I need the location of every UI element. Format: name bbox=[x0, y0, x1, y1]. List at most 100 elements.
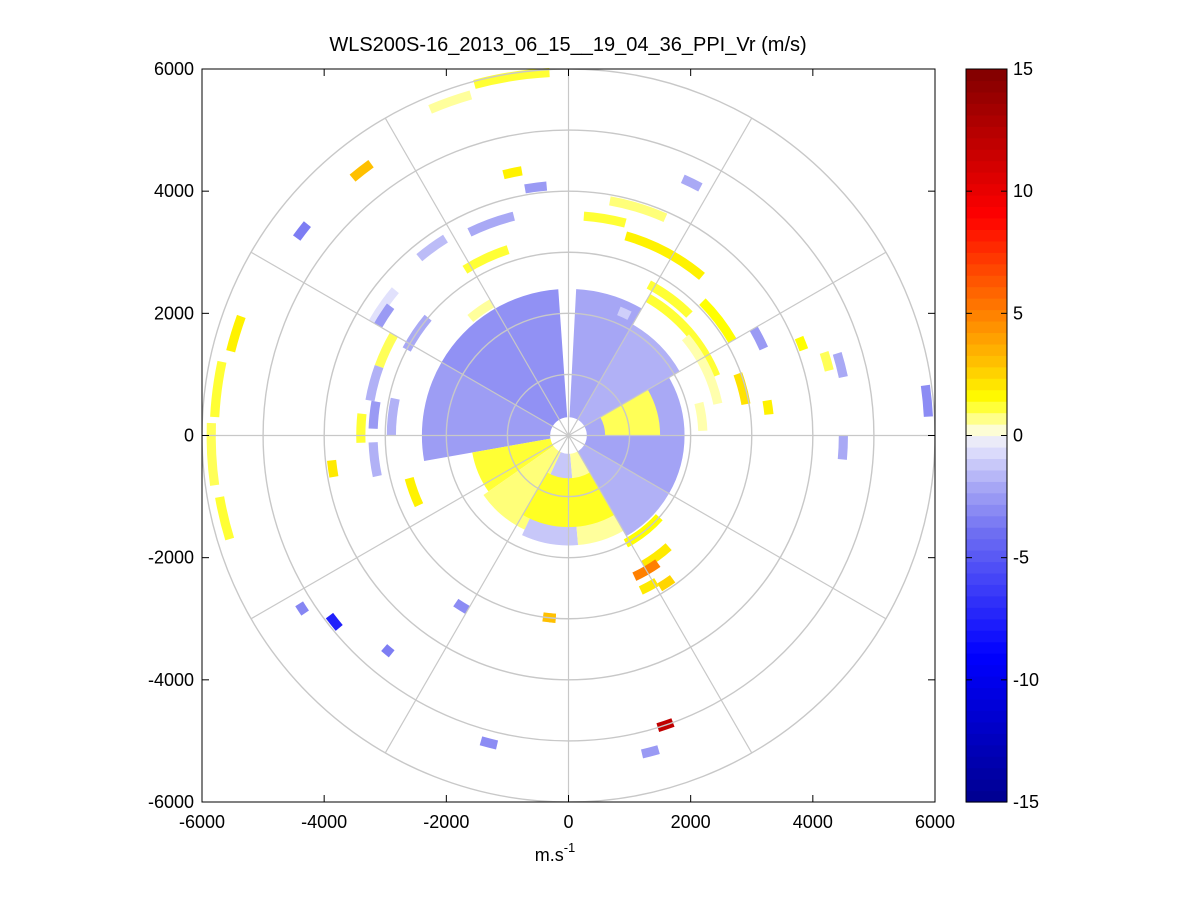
range-gate-cell-9 bbox=[325, 612, 343, 631]
x-tick-label: -4000 bbox=[301, 812, 347, 832]
range-gate-cell-28 bbox=[416, 234, 448, 262]
colorbar-swatch bbox=[966, 172, 1007, 185]
range-gate-cell-32 bbox=[365, 364, 384, 402]
colorbar-swatch bbox=[966, 630, 1007, 643]
range-gate-cell-13 bbox=[640, 745, 660, 759]
range-gate-cell-49 bbox=[646, 280, 693, 318]
colorbar-swatch bbox=[966, 492, 1007, 505]
colorbar-swatch bbox=[966, 607, 1007, 620]
range-gate-cell-45 bbox=[681, 334, 723, 405]
range-gate-cell-26 bbox=[467, 211, 515, 237]
range-gate-cell-36 bbox=[327, 459, 339, 478]
colorbar-swatch bbox=[966, 710, 1007, 723]
range-gate-cell-41 bbox=[641, 543, 672, 570]
azimuth-spoke-4 bbox=[384, 117, 570, 436]
colorbar-swatch bbox=[966, 756, 1007, 769]
colorbar-swatch bbox=[966, 550, 1007, 563]
colorbar-swatch bbox=[966, 343, 1007, 356]
central-sector-9 bbox=[577, 324, 680, 427]
colorbar-swatch bbox=[966, 595, 1007, 608]
colorbar-swatch bbox=[966, 641, 1007, 654]
range-gate-cell-8 bbox=[295, 601, 309, 616]
x-tick-label: 4000 bbox=[793, 812, 833, 832]
range-gate-cell-19 bbox=[749, 326, 768, 351]
colorbar-swatch bbox=[966, 103, 1007, 116]
range-gate-cell-30 bbox=[374, 332, 398, 369]
x-tick-label: -6000 bbox=[179, 812, 225, 832]
colorbar-swatch bbox=[966, 309, 1007, 322]
range-gate-cell-51 bbox=[837, 435, 848, 460]
colorbar-swatch bbox=[966, 676, 1007, 689]
range-gate-cell-23 bbox=[583, 211, 627, 228]
colorbar-swatch bbox=[966, 389, 1007, 402]
x-tick-label: 2000 bbox=[671, 812, 711, 832]
range-gate-cell-24 bbox=[524, 181, 548, 194]
colorbar-swatch bbox=[966, 458, 1007, 471]
colorbar-swatch bbox=[966, 572, 1007, 585]
colorbar-swatch bbox=[966, 355, 1007, 368]
colorbar-swatch bbox=[966, 263, 1007, 276]
azimuth-spoke-11 bbox=[568, 434, 887, 620]
range-gate-cell-18 bbox=[762, 399, 774, 415]
range-gate-cell-52 bbox=[832, 352, 848, 379]
range-gate-cell-39 bbox=[657, 575, 676, 592]
azimuth-spoke-10 bbox=[567, 435, 753, 754]
colorbar-swatch bbox=[966, 527, 1007, 540]
colorbar-swatch bbox=[966, 252, 1007, 265]
central-sector-3 bbox=[483, 446, 561, 530]
colorbar-tick-label: -10 bbox=[1013, 670, 1039, 690]
azimuth-spoke-7 bbox=[250, 434, 569, 620]
colorbar-swatch bbox=[966, 664, 1007, 677]
x-axis-ticks: -6000 -4000 -2000 0 2000 4000 6000 bbox=[179, 69, 955, 832]
azimuth-spoke-1 bbox=[568, 251, 887, 437]
colorbar-swatch bbox=[966, 366, 1007, 379]
range-gate-cell-37 bbox=[453, 598, 471, 615]
central-sector-6 bbox=[577, 444, 670, 537]
y-axis-ticks: -6000 -4000 -2000 0 2000 4000 6000 bbox=[148, 59, 935, 812]
colorbar-swatch bbox=[966, 332, 1007, 345]
colorbar-tick-label: 0 bbox=[1013, 426, 1023, 446]
x-axis-label-base: m.s bbox=[535, 845, 564, 865]
y-tick-label: 6000 bbox=[154, 59, 194, 79]
y-tick-label: -6000 bbox=[148, 792, 194, 812]
range-gate-cell-15 bbox=[920, 384, 933, 417]
colorbar-swatch bbox=[966, 767, 1007, 780]
colorbar-swatch bbox=[966, 378, 1007, 391]
colorbar-swatch bbox=[966, 515, 1007, 528]
colorbar-swatch bbox=[966, 183, 1007, 196]
colorbar-swatch bbox=[966, 126, 1007, 139]
colorbar-swatch bbox=[966, 114, 1007, 127]
colorbar-swatch bbox=[966, 744, 1007, 757]
x-axis-label: m.s-1 bbox=[535, 840, 576, 865]
range-gate-cell-47 bbox=[733, 372, 751, 406]
colorbar-swatch bbox=[966, 435, 1007, 448]
colorbar-swatch bbox=[966, 137, 1007, 150]
central-sector-1 bbox=[421, 362, 553, 461]
colorbar-swatch bbox=[966, 687, 1007, 700]
y-tick-label: -2000 bbox=[148, 548, 194, 568]
chart-title: WLS200S-16_2013_06_15__19_04_36_PPI_Vr (… bbox=[329, 34, 806, 56]
range-gate-cell-20 bbox=[680, 174, 703, 192]
range-gate-cell-50 bbox=[617, 306, 632, 320]
colorbar-swatch bbox=[966, 298, 1007, 311]
plot-area: -6000 -4000 -2000 0 2000 4000 6000 -6000-4000-… bbox=[148, 59, 955, 832]
colorbar-swatch bbox=[966, 653, 1007, 666]
range-gate-cell-6 bbox=[206, 422, 220, 486]
grid-lines bbox=[202, 69, 935, 802]
colorbar-swatch bbox=[966, 275, 1007, 288]
colorbar-swatch bbox=[966, 618, 1007, 631]
azimuth-spoke-5 bbox=[250, 251, 569, 437]
colorbar-tick-label: 10 bbox=[1013, 181, 1033, 201]
colorbar-swatch bbox=[966, 401, 1007, 414]
range-gate-cell-25 bbox=[502, 166, 523, 180]
range-gate-cell-27 bbox=[462, 245, 510, 274]
y-tick-label: -4000 bbox=[148, 670, 194, 690]
range-gate-cell-33 bbox=[386, 397, 400, 436]
colorbar-swatch bbox=[966, 698, 1007, 711]
range-gate-cell-35 bbox=[404, 477, 424, 508]
range-gate-cell-22 bbox=[624, 231, 705, 280]
range-gate-cell-56 bbox=[467, 299, 495, 323]
colorbar-swatch bbox=[966, 217, 1007, 230]
x-tick-label: 6000 bbox=[915, 812, 955, 832]
